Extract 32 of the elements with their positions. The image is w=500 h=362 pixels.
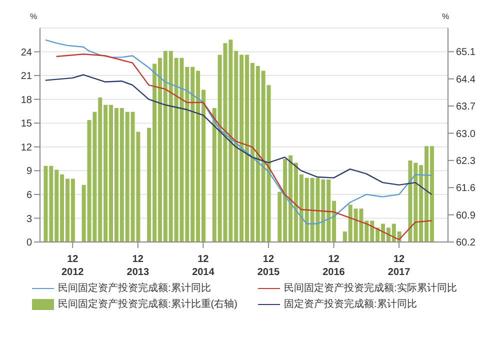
line-series — [44, 39, 432, 224]
y-tick-label: 3 — [26, 214, 32, 225]
x-tick-label: 12 2015 — [257, 254, 280, 278]
x-tick-label: 12 2014 — [192, 254, 215, 278]
y2-tick-label: 64.4 — [456, 74, 476, 86]
y2-tick-label: 63.0 — [456, 128, 476, 140]
y2-tick-label: 60.2 — [456, 238, 476, 249]
legend-label: 民间固定资产投资完成额:实际累计同比 — [284, 282, 457, 295]
y-tick-label: 0 — [26, 238, 32, 249]
legend-label: 民间固定资产投资完成额:累计比重(右轴) — [58, 298, 238, 311]
legend-label: 固定资产投资完成额:累计同比 — [284, 298, 417, 311]
y-tick-label: 15 — [20, 118, 32, 130]
y-axis-title: % — [30, 12, 38, 21]
y-tick-label: 18 — [20, 94, 32, 106]
x-tick-label: 12 2012 — [62, 254, 84, 278]
x-tick-label: 12 2013 — [126, 254, 150, 278]
y-tick-label: 21 — [20, 71, 32, 82]
x-tick-label: 12 2016 — [322, 254, 346, 278]
y2-tick-label: 60.9 — [456, 210, 476, 222]
y2-tick-label: 62.3 — [456, 156, 476, 167]
y2-tick-label: 63.7 — [456, 102, 476, 113]
legend-label: 民间固定资产投资完成额:累计同比 — [58, 282, 211, 295]
x-tick-label: 12 2017 — [388, 254, 411, 278]
y-tick-label: 6 — [26, 190, 32, 201]
y2-tick-label: 61.6 — [456, 183, 476, 194]
y2-tick-label: 65.1 — [456, 47, 476, 58]
line-series — [56, 54, 432, 240]
y-tick-label: 24 — [20, 47, 32, 58]
line-series — [44, 74, 432, 196]
y-tick-label: 9 — [26, 166, 32, 178]
y2-axis-title: % — [442, 12, 450, 21]
y-tick-label: 12 — [20, 142, 32, 154]
